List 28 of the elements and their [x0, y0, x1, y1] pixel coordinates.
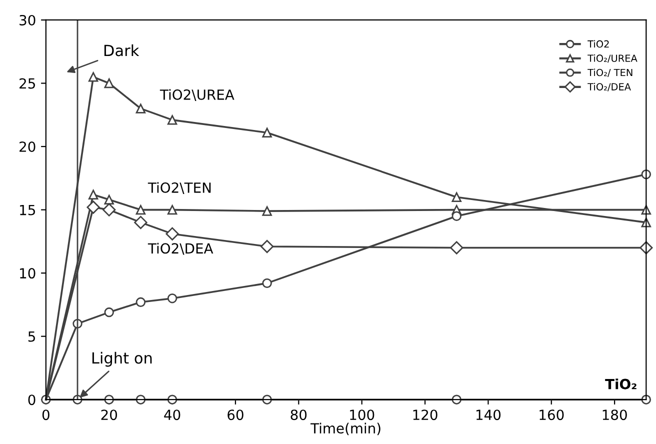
x-tick-label: 80	[290, 410, 307, 420]
x-tick-label: 20	[101, 410, 118, 420]
y-tick-label: 5	[28, 331, 35, 342]
legend-label: TiO₂/ TEN	[588, 68, 632, 77]
legend-label: TiO₂/UREA	[588, 54, 638, 63]
y-tick-label: 30	[20, 14, 36, 26]
x-tick-label: 180	[602, 410, 627, 420]
annotation: TiO2\UREA	[160, 89, 234, 101]
y-tick-label: 25	[20, 78, 35, 89]
x-tick-label: 140	[476, 410, 501, 420]
y-tick-label: 10	[20, 268, 36, 279]
x-tick-label: 60	[228, 410, 244, 420]
x-tick-label: 40	[164, 410, 180, 420]
annotation: TiO2\TEN	[148, 182, 211, 194]
x-tick-label: 160	[540, 410, 564, 420]
annotation: TiO2\DEA	[148, 242, 214, 255]
annotation: Dark	[104, 44, 140, 56]
x-tick-label: 100	[350, 410, 374, 420]
x-tick-label: 120	[413, 410, 438, 420]
y-tick-label: 0	[28, 394, 36, 406]
x-tick-label: 0	[42, 410, 50, 420]
y-tick-label: 15	[20, 204, 35, 216]
annotation: TiO₂	[605, 378, 636, 390]
annotation: Light on	[92, 352, 152, 367]
legend-label: TiO2	[588, 40, 609, 48]
x-axis-title: Time(min)	[310, 422, 380, 436]
legend-label: TiO₂/DEA	[588, 82, 631, 92]
y-tick-label: 20	[20, 141, 36, 152]
